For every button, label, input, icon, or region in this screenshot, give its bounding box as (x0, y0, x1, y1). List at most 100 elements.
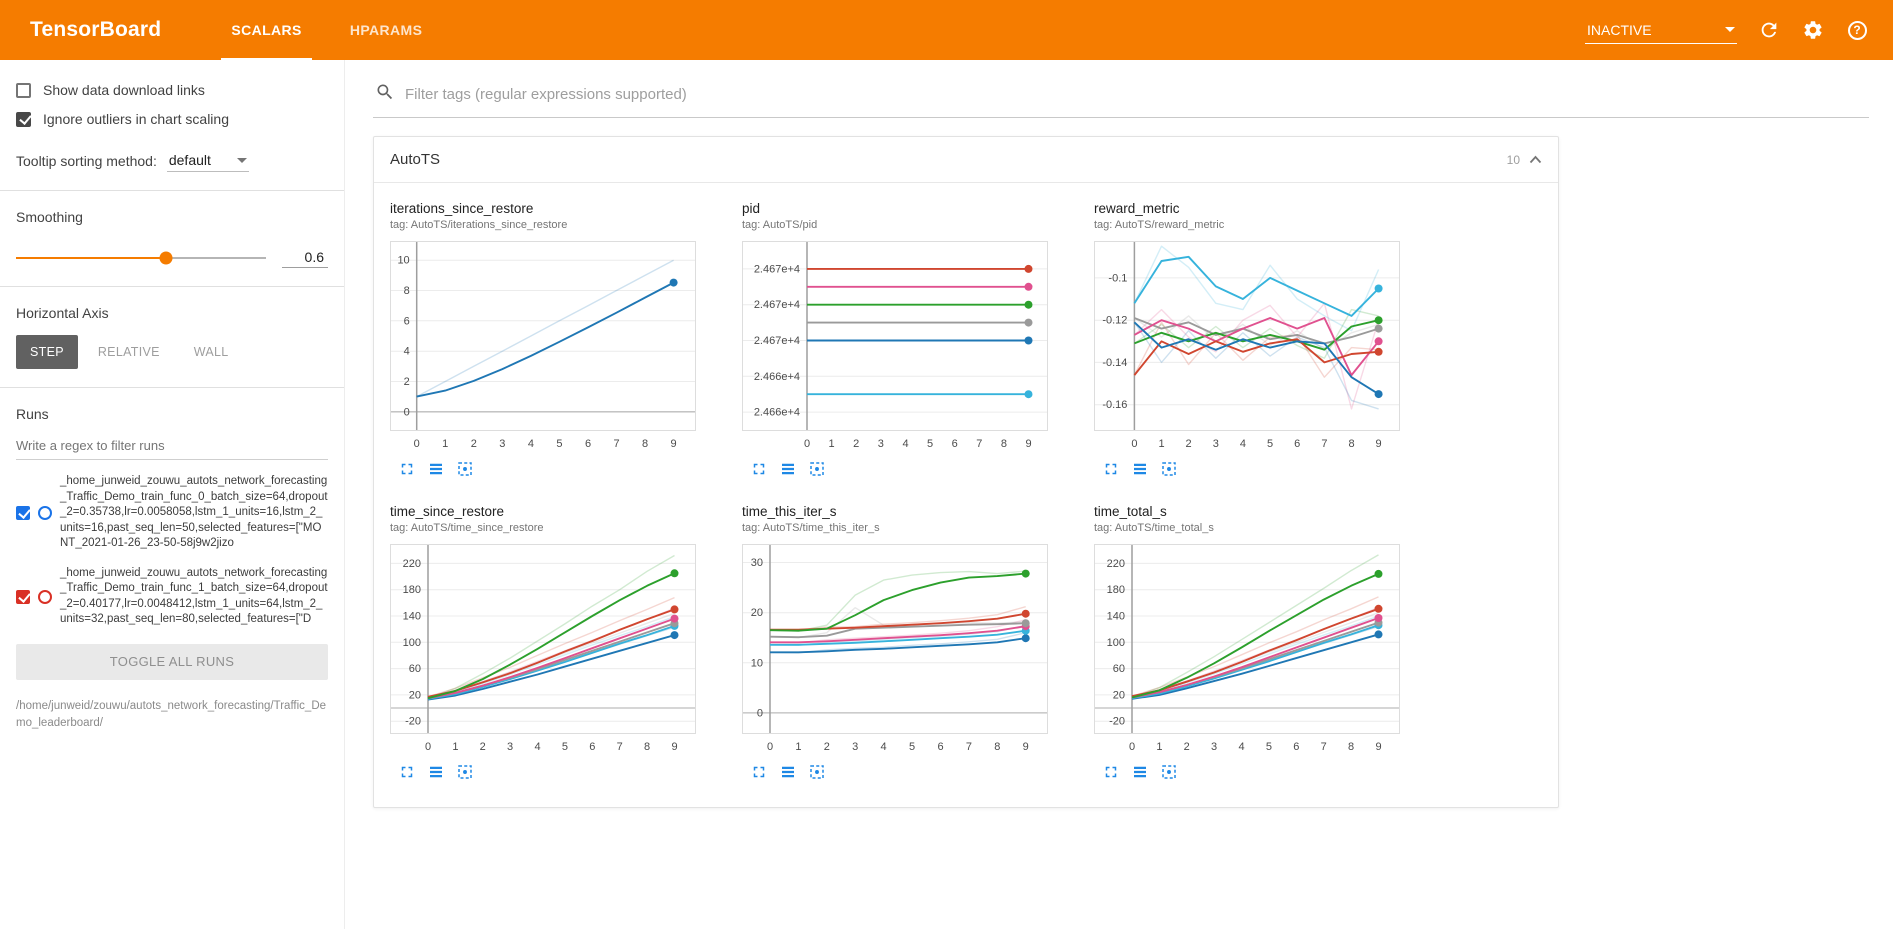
svg-text:100: 100 (403, 637, 421, 649)
svg-text:2.466e+4: 2.466e+4 (754, 407, 800, 419)
axis-relative-button[interactable]: RELATIVE (97, 345, 160, 359)
chart-plot[interactable]: 0 2 4 6 8 10 0 1 2 3 4 5 6 7 8 9 (390, 241, 696, 453)
divider (0, 190, 344, 191)
horizontal-axis-label: Horizontal Axis (16, 305, 109, 321)
svg-text:2: 2 (1184, 741, 1190, 753)
svg-text:8: 8 (1348, 438, 1354, 450)
svg-text:60: 60 (409, 663, 421, 675)
expand-chart-icon[interactable] (398, 763, 416, 781)
axis-wall-button[interactable]: WALL (193, 345, 229, 359)
svg-text:9: 9 (671, 741, 677, 753)
svg-text:2: 2 (1186, 438, 1192, 450)
fit-domain-icon[interactable] (1160, 763, 1178, 781)
svg-text:4: 4 (881, 741, 887, 753)
help-icon[interactable]: ? (1845, 18, 1869, 42)
svg-text:7: 7 (976, 438, 982, 450)
checkbox-icon (16, 82, 31, 98)
svg-text:2: 2 (824, 741, 830, 753)
svg-text:220: 220 (403, 558, 421, 570)
expand-chart-icon[interactable] (1102, 763, 1120, 781)
svg-text:5: 5 (927, 438, 933, 450)
svg-text:2: 2 (853, 438, 859, 450)
svg-text:6: 6 (585, 438, 591, 450)
fit-domain-icon[interactable] (456, 763, 474, 781)
smoothing-value-input[interactable]: 0.6 (282, 247, 328, 268)
svg-text:2: 2 (471, 438, 477, 450)
tag-group-count: 10 (1506, 152, 1520, 167)
chart-tag: tag: AutoTS/time_since_restore (390, 522, 544, 534)
settings-icon[interactable] (1801, 18, 1825, 42)
chart-plot[interactable]: -0.1 -0.12 -0.14 -0.16 0 1 2 3 4 5 6 7 8 9 (1094, 241, 1400, 453)
tag-group-title: AutoTS (390, 151, 441, 168)
svg-text:-0.14: -0.14 (1102, 357, 1127, 369)
svg-text:100: 100 (1107, 637, 1125, 649)
data-status-select[interactable]: INACTIVE (1585, 17, 1737, 44)
data-table-icon[interactable] (779, 460, 797, 478)
svg-text:3: 3 (1211, 741, 1217, 753)
fit-domain-icon[interactable] (456, 460, 474, 478)
tag-group-header[interactable]: AutoTS 10 (374, 137, 1558, 183)
data-table-icon[interactable] (779, 763, 797, 781)
svg-text:1: 1 (442, 438, 448, 450)
run-checkbox[interactable] (16, 589, 30, 604)
tab-hparams[interactable]: HPARAMS (349, 22, 423, 38)
run-radio[interactable] (38, 589, 52, 604)
slider-thumb[interactable] (159, 251, 173, 264)
checkbox-ignore-outliers[interactable]: Ignore outliers in chart scaling (16, 111, 328, 127)
checkbox-show-download-links[interactable]: Show data download links (16, 82, 328, 98)
tooltip-sorting-select[interactable]: default (166, 149, 249, 172)
svg-text:1: 1 (452, 741, 458, 753)
refresh-icon[interactable] (1757, 18, 1781, 42)
tag-group-card: AutoTS 10 iterations_since_restore tag: … (373, 136, 1559, 808)
runs-filter-input[interactable] (16, 432, 328, 460)
chart-title: time_total_s (1094, 504, 1167, 519)
svg-text:-0.12: -0.12 (1102, 315, 1127, 327)
svg-text:140: 140 (1107, 611, 1125, 623)
chart-actions (742, 460, 1072, 478)
svg-text:0: 0 (767, 741, 773, 753)
run-row: _home_junweid_zouwu_autots_network_forec… (16, 566, 328, 628)
chart-plot[interactable]: -20 20 60 100 140 180 220 0 1 2 3 4 5 6 7 8 9 (390, 544, 696, 756)
chart-title: pid (742, 201, 761, 216)
chart-plot[interactable]: 0 10 20 30 0 1 2 3 4 5 6 7 8 9 (742, 544, 1048, 756)
svg-text:9: 9 (671, 438, 677, 450)
expand-chart-icon[interactable] (750, 763, 768, 781)
run-checkbox[interactable] (16, 505, 30, 520)
svg-text:5: 5 (909, 741, 915, 753)
expand-chart-icon[interactable] (1102, 460, 1120, 478)
chart-actions (742, 763, 1072, 781)
svg-text:4: 4 (1240, 438, 1246, 450)
chart-plot[interactable]: -20 20 60 100 140 180 220 0 1 2 3 4 5 6 7 8 9 (1094, 544, 1400, 756)
svg-text:3: 3 (1213, 438, 1219, 450)
expand-chart-icon[interactable] (750, 460, 768, 478)
checkbox-label: Show data download links (43, 82, 205, 98)
svg-text:7: 7 (617, 741, 623, 753)
svg-text:8: 8 (1001, 438, 1007, 450)
svg-text:0: 0 (757, 707, 763, 719)
svg-text:6: 6 (1294, 438, 1300, 450)
expand-chart-icon[interactable] (398, 460, 416, 478)
chart-plot[interactable]: 2.467e+4 2.467e+4 2.467e+4 2.466e+4 2.466e+4… (742, 241, 1048, 453)
smoothing-slider[interactable] (16, 251, 266, 265)
svg-text:1: 1 (1158, 438, 1164, 450)
axis-step-button[interactable]: STEP (16, 335, 78, 369)
data-table-icon[interactable] (427, 460, 445, 478)
tag-filter-input[interactable] (405, 86, 1867, 103)
runs-label: Runs (16, 406, 49, 422)
chart-card: time_total_s tag: AutoTS/time_total_s -2… (1094, 504, 1424, 781)
fit-domain-icon[interactable] (808, 460, 826, 478)
toggle-all-runs-button[interactable]: TOGGLE ALL RUNS (16, 643, 328, 680)
chevron-up-icon[interactable] (1529, 153, 1542, 167)
run-radio[interactable] (38, 505, 52, 520)
data-table-icon[interactable] (1131, 763, 1149, 781)
fit-domain-icon[interactable] (808, 763, 826, 781)
data-table-icon[interactable] (1131, 460, 1149, 478)
svg-text:60: 60 (1113, 663, 1125, 675)
data-table-icon[interactable] (427, 763, 445, 781)
svg-text:-0.1: -0.1 (1108, 272, 1127, 284)
svg-text:3: 3 (852, 741, 858, 753)
chart-title: time_since_restore (390, 504, 505, 519)
tab-scalars[interactable]: SCALARS (207, 0, 325, 60)
main-content: AutoTS 10 iterations_since_restore tag: … (345, 60, 1893, 929)
fit-domain-icon[interactable] (1160, 460, 1178, 478)
